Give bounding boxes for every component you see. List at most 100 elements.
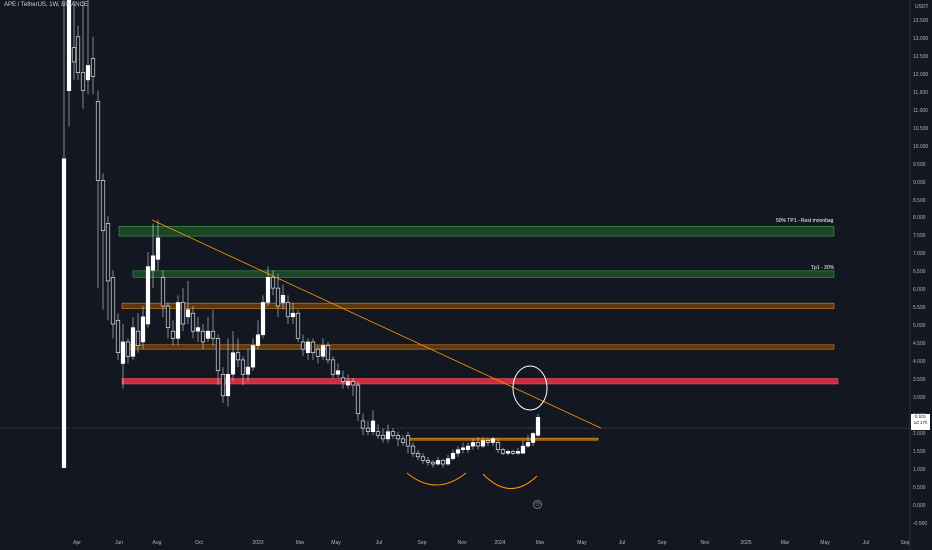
candle-body [245,366,251,375]
price-tick: 4.500 [913,341,926,348]
candle-body [145,266,151,325]
time-tick: Sep [657,540,667,546]
candle-body [530,433,536,443]
candle-body [61,158,67,468]
candle-body [355,384,361,415]
price-tick: 12.500 [913,53,929,60]
price-tick: 4.000 [913,359,926,366]
price-tick: -0.500 [913,520,928,527]
candle-body [490,438,496,443]
candle-body [475,442,481,447]
candle-body [300,341,306,350]
timezone-icon[interactable]: ◷ [533,500,542,509]
circle-annotation [512,365,548,411]
candle-body [270,277,276,289]
candle-body [465,445,471,450]
candle-body [330,359,336,375]
time-tick: Nov [700,540,710,546]
price-tick: 3.000 [913,394,926,401]
candle-body [125,341,131,357]
candle-body [230,352,236,375]
candle-body [315,348,321,357]
time-tick: Sep [417,540,427,546]
price-tick: 13.500 [913,18,929,24]
price-tick: 11.500 [913,89,928,96]
price-tick: 9.000 [913,179,926,186]
candle-body [360,420,366,429]
candle-body [140,316,146,343]
price-tick: 9.500 [913,161,926,168]
time-tick: 2025 [740,540,752,546]
candle-body [385,431,391,440]
candle-body [85,65,91,81]
candle-body [66,0,72,91]
cup-arc-left [406,472,467,486]
time-tick: Mar [295,540,305,546]
price-tick: 6.500 [913,269,926,276]
tp1-label: Tp1 - 30% [811,265,835,271]
candle-body [460,447,466,450]
candle-body [395,434,401,440]
zone-1 [132,270,835,278]
candle-body [190,312,196,332]
candle-body [420,456,426,461]
time-tick: May [577,540,587,546]
candle-body [520,445,526,454]
candle-body [265,277,271,303]
price-tick: 5.000 [913,323,926,330]
time-tick: Jul [862,540,870,546]
candle-body [425,460,431,463]
candle-body [225,373,231,397]
trendline [151,219,602,429]
candle-body [255,334,261,346]
candle-body [285,302,291,318]
price-unit-label: USDT [915,4,929,10]
price-tick: 10.000 [913,143,929,150]
price-tick: 12.000 [913,71,929,78]
zone-0 [118,226,835,237]
symbol-title[interactable]: APE / TetherUS, 1W, BINANCE [4,2,88,8]
candle-body [80,72,86,91]
candle-body [485,440,491,443]
price-tick: 1.000 [913,466,926,473]
candle-body [365,427,371,432]
price-tick: 2.500 [913,412,926,419]
price-tick: 10.500 [913,125,929,132]
candle-body [345,381,351,386]
last-price: 2.101 [914,414,927,419]
price-tick: 5.500 [913,305,926,312]
candle-body [350,381,356,386]
time-tick: Sep [900,540,910,546]
candle-body [175,302,181,339]
time-tick: Nov [457,540,467,546]
candle-body [130,327,136,357]
candle-body [240,359,246,375]
candle-body [375,431,381,436]
time-tick: Jul [375,540,383,546]
candle-body [325,345,331,361]
time-tick: 2023 [252,540,264,546]
time-tick: Jul [618,540,626,546]
candle-body [295,312,301,339]
candle-body [440,460,446,465]
candle-body [260,302,266,336]
price-tick: 2.000 [913,430,926,437]
candle-body [310,341,316,354]
candle-body [320,345,326,357]
candle-body [75,36,81,74]
price-tick: 1.500 [913,448,926,455]
candle-body [445,458,451,465]
candle-body [185,309,191,318]
candle-body [515,451,521,454]
candle-body [165,305,171,328]
candle-body [380,434,386,440]
candle-body [390,431,396,436]
candle-body [410,445,416,454]
candle-body [250,345,256,368]
candle-body [235,352,241,361]
candle-body [415,452,421,458]
price-tick: 0.500 [913,484,926,491]
candle-body [455,449,461,454]
